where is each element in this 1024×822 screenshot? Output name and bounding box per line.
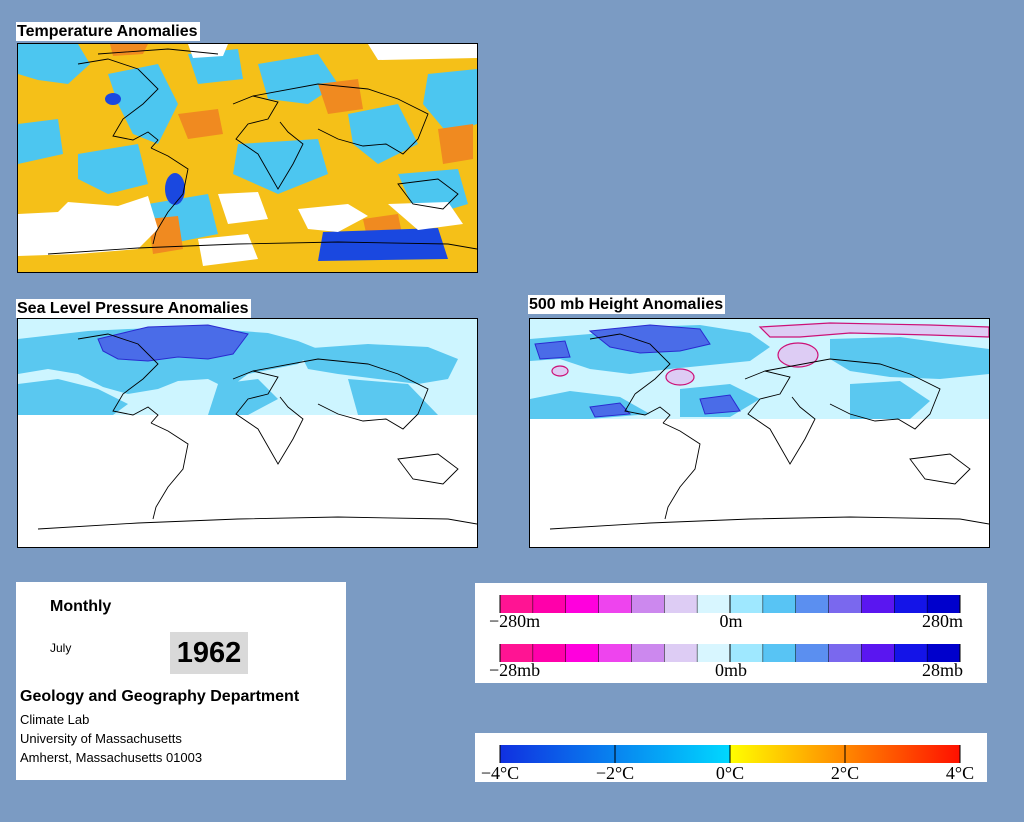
temp-label-neg2: −2°C	[596, 763, 634, 782]
pressure-max-label: 28mb	[922, 660, 963, 680]
pressure-colorbar-swatch	[762, 644, 797, 662]
height-colorbar-swatch	[532, 595, 567, 613]
missing-data-regions	[18, 44, 477, 266]
pressure-colorbar-swatch	[500, 644, 534, 662]
pressure-colorbar-swatch	[894, 644, 928, 662]
height-max-label: 280m	[922, 611, 963, 631]
height-colorbar-swatch	[631, 595, 665, 613]
month-label: July	[50, 641, 72, 655]
pressure-colorbar	[499, 644, 961, 662]
height-colorbar-swatch	[927, 595, 961, 613]
height-colorbar-swatch	[795, 595, 830, 613]
temperature-anomaly-map[interactable]	[17, 43, 478, 273]
pressure-colorbar-swatch	[927, 644, 961, 662]
department-label: Geology and Geography Department	[20, 688, 300, 705]
info-panel: Monthly July 1962 Geology and Geography …	[16, 582, 346, 780]
pressure-colorbar-swatch	[631, 644, 665, 662]
address-label: Amherst, Massachusetts 01003	[20, 750, 203, 765]
h500-coastline-outlines	[549, 333, 989, 530]
h500-negative-anomaly-regions	[551, 322, 989, 386]
temp-label-pos2: 2°C	[831, 763, 859, 782]
pressure-colorbar-swatch	[664, 644, 698, 662]
pressure-colorbar-swatch	[795, 644, 830, 662]
h500-moderate-anomaly-regions	[530, 325, 989, 419]
height-colorbar-swatch	[598, 595, 632, 613]
temp-label-neg4: −4°C	[481, 763, 519, 782]
slp-missing-data-region	[18, 415, 477, 547]
slp-coastline-outlines	[37, 333, 477, 530]
slp-moderate-anomaly-regions	[18, 327, 458, 415]
height-colorbar-swatch	[565, 595, 600, 613]
h500-panel-title: 500 mb Height Anomalies	[528, 295, 726, 314]
temperature-legend: −4°C −2°C 0°C 2°C 4°C	[475, 733, 987, 782]
h500-missing-data-region	[530, 419, 989, 547]
pressure-colorbar-swatch	[532, 644, 567, 662]
lab-label: Climate Lab	[20, 712, 90, 727]
temp-label-pos4: 4°C	[946, 763, 974, 782]
temperature-panel-title: Temperature Anomalies	[16, 22, 200, 41]
pressure-colorbar-swatch	[697, 644, 731, 662]
height-colorbar-swatch	[861, 595, 895, 613]
height-colorbar-swatch	[697, 595, 731, 613]
pressure-colorbar-swatch	[861, 644, 895, 662]
pressure-zero-label: 0mb	[715, 660, 747, 680]
height-zero-label: 0m	[719, 611, 742, 631]
sea-level-pressure-anomaly-map[interactable]	[17, 318, 478, 548]
coastline-outlines	[47, 48, 477, 255]
pressure-colorbar-swatch	[730, 644, 764, 662]
pressure-colorbar-swatch	[565, 644, 600, 662]
height-colorbar-swatch	[894, 595, 928, 613]
height-min-label: −280m	[489, 611, 540, 631]
temp-label-zero: 0°C	[716, 763, 744, 782]
slp-panel-title: Sea Level Pressure Anomalies	[16, 299, 251, 318]
pressure-min-label: −28mb	[489, 660, 540, 680]
height-colorbar-swatch	[500, 595, 534, 613]
height-pressure-legend: −280m 0m 280m −28mb 0mb 28mb	[475, 583, 987, 683]
pressure-colorbar-swatch	[598, 644, 632, 662]
height-colorbar-swatch	[664, 595, 698, 613]
slp-strong-anomaly-core	[97, 324, 249, 362]
height-colorbar-swatch	[762, 595, 797, 613]
pressure-colorbar-swatch	[828, 644, 862, 662]
cool-anomaly-regions	[18, 44, 477, 244]
h500-strong-anomaly-cores	[534, 324, 741, 418]
height-colorbar-swatch	[828, 595, 862, 613]
height-colorbar-swatch	[730, 595, 764, 613]
year-display: 1962	[170, 632, 248, 674]
period-label: Monthly	[50, 598, 112, 615]
temperature-colorbar-ticks	[499, 745, 961, 763]
height-colorbar	[499, 595, 961, 613]
university-label: University of Massachusetts	[20, 731, 182, 746]
500mb-height-anomaly-map[interactable]	[529, 318, 990, 548]
